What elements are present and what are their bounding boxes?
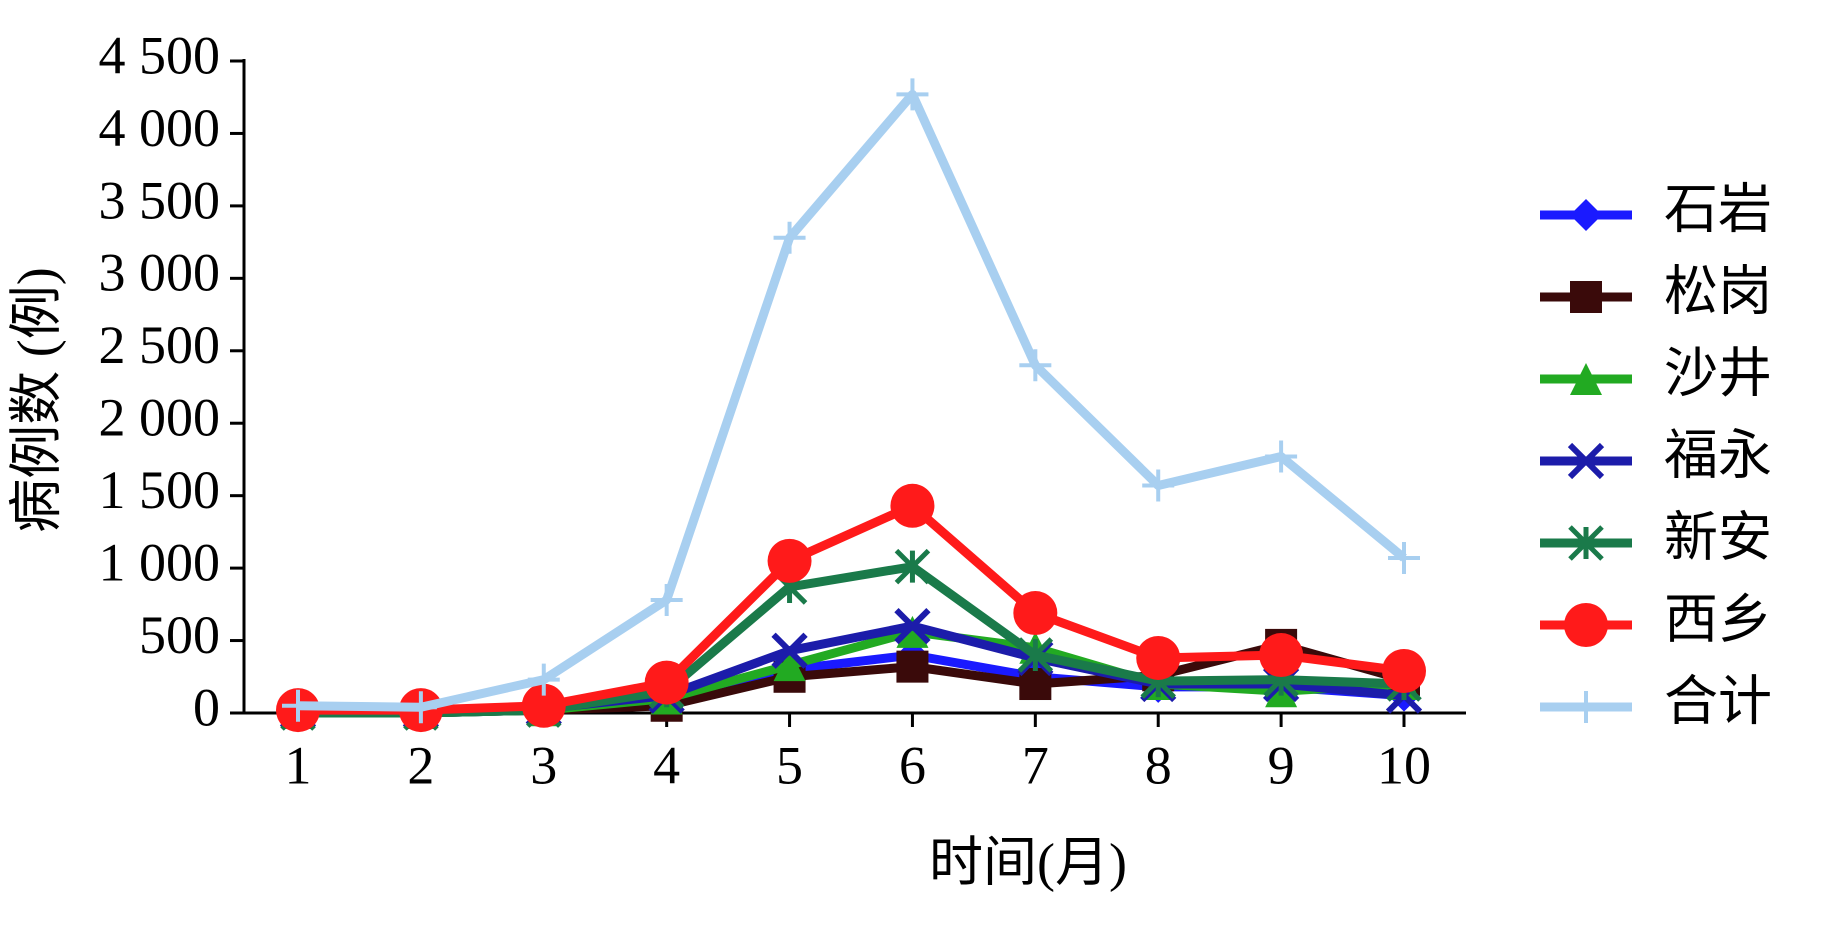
legend-label: 石岩	[1664, 179, 1772, 239]
marker	[650, 583, 683, 616]
y-axis-label: 病例数 (例)	[6, 267, 66, 532]
y-tick-label: 500	[139, 605, 220, 665]
y-tick-label: 2 500	[99, 315, 221, 375]
marker	[1017, 637, 1054, 673]
legend-marker	[1564, 603, 1608, 647]
y-tick-label: 4 500	[99, 25, 221, 85]
marker	[1142, 469, 1175, 502]
marker	[527, 663, 560, 696]
x-tick-label: 9	[1268, 735, 1295, 795]
x-tick-label: 7	[1022, 735, 1049, 795]
marker	[521, 683, 566, 728]
marker	[1013, 591, 1058, 636]
legend-label: 松岗	[1664, 261, 1772, 321]
marker	[773, 649, 806, 682]
x-tick-label: 3	[530, 735, 557, 795]
legend-label: 合计	[1664, 671, 1772, 731]
marker	[404, 691, 437, 724]
marker	[773, 221, 806, 254]
legend-marker	[1570, 363, 1602, 395]
marker	[896, 615, 929, 648]
y-tick-label: 1 500	[99, 460, 221, 520]
marker	[890, 483, 935, 528]
series-line	[298, 501, 1405, 715]
legend-label: 新安	[1664, 507, 1772, 567]
marker	[894, 607, 931, 645]
y-tick-label: 3 500	[99, 170, 221, 230]
y-tick-label: 2 000	[99, 388, 221, 448]
legend-marker	[1567, 442, 1605, 480]
y-tick-label: 1 000	[99, 533, 221, 593]
legend-marker	[1570, 199, 1602, 231]
marker	[282, 689, 314, 722]
x-axis-label: 时间(月)	[929, 832, 1127, 892]
marker	[644, 660, 689, 705]
marker	[1019, 349, 1052, 382]
x-tick-label: 1	[285, 735, 312, 795]
x-tick-label: 8	[1145, 735, 1172, 795]
legend-label: 福永	[1664, 425, 1772, 485]
marker	[1259, 633, 1304, 678]
y-tick-label: 0	[193, 677, 220, 737]
legend-marker	[1570, 281, 1602, 313]
y-tick-label: 3 000	[99, 243, 221, 303]
marker	[896, 78, 929, 111]
legend-marker	[1570, 691, 1602, 723]
marker	[1136, 635, 1181, 680]
marker	[1265, 440, 1298, 473]
x-tick-label: 5	[776, 735, 803, 795]
marker	[771, 632, 808, 669]
legend-label: 沙井	[1664, 343, 1772, 403]
marker	[896, 650, 929, 683]
marker	[1388, 541, 1420, 574]
x-tick-label: 10	[1377, 735, 1431, 795]
marker	[767, 538, 812, 583]
series-line	[297, 89, 1407, 712]
x-tick-label: 6	[899, 735, 926, 795]
x-tick-label: 2	[407, 735, 434, 795]
y-tick-label: 4 000	[99, 98, 221, 158]
x-tick-label: 4	[653, 735, 680, 795]
marker	[1019, 668, 1052, 701]
marker	[1382, 648, 1426, 693]
legend-marker	[1568, 525, 1604, 561]
marker	[894, 548, 931, 585]
legend-label: 西乡	[1664, 589, 1772, 649]
